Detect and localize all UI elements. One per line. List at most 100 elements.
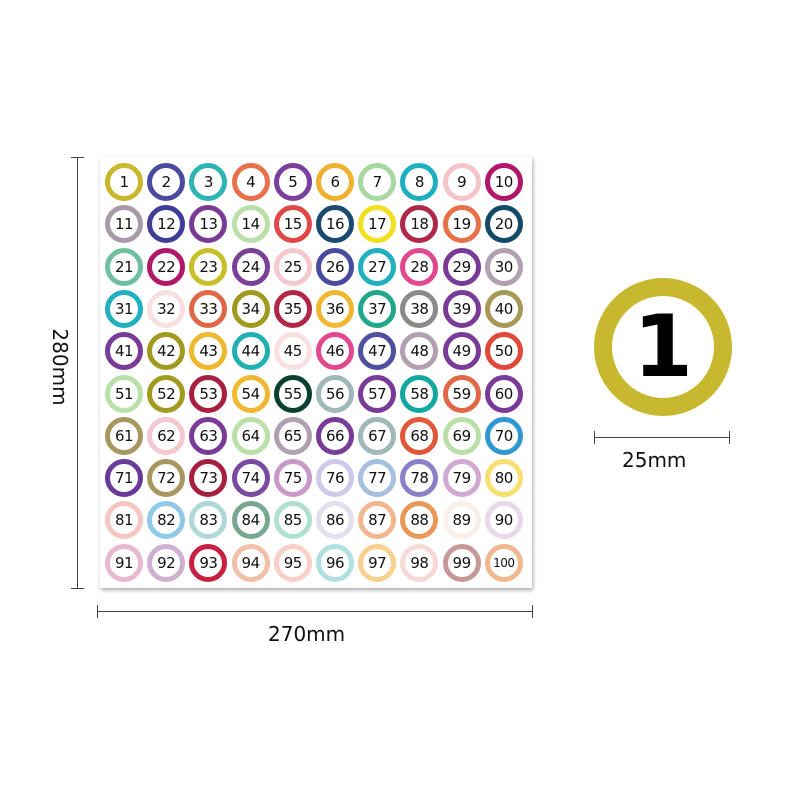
sticker: 94: [231, 543, 270, 582]
height-label: 280mm: [48, 328, 72, 406]
sticker: 84: [231, 501, 270, 540]
sticker: 85: [273, 501, 312, 540]
sticker: 22: [147, 247, 186, 286]
sticker: 3: [189, 163, 228, 201]
sticker: 12: [147, 205, 186, 244]
sticker: 67: [358, 416, 397, 455]
sticker-sheet: 1 2 3 4 5 6 7 8 9 10 11 12 13 14 15 16 17 18 19 20 21 22 23 24 2…: [100, 157, 532, 588]
diameter-dimension-line: [594, 437, 729, 438]
width-dimension-line: [97, 611, 533, 612]
sticker: 7: [358, 163, 397, 201]
sticker: 37: [358, 289, 397, 328]
sticker: 25: [273, 247, 312, 286]
diameter-label: 25mm: [622, 448, 687, 472]
sticker: 15: [273, 205, 312, 244]
sticker: 14: [231, 205, 270, 244]
sticker: 42: [147, 332, 186, 371]
sticker: 49: [442, 332, 481, 371]
sticker: 4: [231, 163, 270, 201]
sticker: 23: [189, 247, 228, 286]
sticker: 70: [484, 416, 523, 455]
sticker: 52: [147, 374, 186, 413]
sticker: 68: [400, 416, 439, 455]
sticker: 92: [147, 543, 186, 582]
diameter-tick-left: [594, 431, 595, 444]
sticker: 58: [400, 374, 439, 413]
sticker: 34: [231, 289, 270, 328]
sticker: 27: [358, 247, 397, 286]
sticker: 29: [442, 247, 481, 286]
sticker: 61: [105, 416, 143, 455]
sticker: 89: [442, 501, 481, 540]
sticker: 73: [189, 459, 228, 498]
sticker: 98: [400, 543, 439, 582]
width-dimension-tick-right: [532, 605, 533, 618]
sticker: 75: [273, 459, 312, 498]
sticker: 60: [484, 374, 523, 413]
sticker: 62: [147, 416, 186, 455]
sticker: 47: [358, 332, 397, 371]
sticker: 44: [231, 332, 270, 371]
sticker: 66: [316, 416, 354, 455]
sticker: 86: [316, 501, 354, 540]
sticker: 56: [316, 374, 354, 413]
width-label: 270mm: [268, 622, 346, 646]
sticker: 28: [400, 247, 439, 286]
sticker: 33: [189, 289, 228, 328]
sticker: 30: [484, 247, 523, 286]
sticker: 57: [358, 374, 397, 413]
sticker: 1: [105, 163, 143, 201]
sticker-detail: 1: [594, 278, 732, 416]
sticker: 81: [105, 501, 143, 540]
sticker: 19: [442, 205, 481, 244]
sticker: 65: [273, 416, 312, 455]
sticker: 53: [189, 374, 228, 413]
sticker: 10: [484, 163, 523, 201]
sticker: 82: [147, 501, 186, 540]
sticker: 5: [273, 163, 312, 201]
sticker: 99: [442, 543, 481, 582]
sticker: 88: [400, 501, 439, 540]
sticker: 50: [484, 332, 523, 371]
sticker: 74: [231, 459, 270, 498]
sticker: 20: [484, 205, 523, 244]
sticker: 95: [273, 543, 312, 582]
sticker: 38: [400, 289, 439, 328]
sticker: 48: [400, 332, 439, 371]
sticker: 76: [316, 459, 354, 498]
sticker: 55: [273, 374, 312, 413]
sticker: 36: [316, 289, 354, 328]
sticker: 16: [316, 205, 354, 244]
sticker: 69: [442, 416, 481, 455]
sticker: 78: [400, 459, 439, 498]
sticker: 90: [484, 501, 523, 540]
sticker: 6: [316, 163, 354, 201]
sticker: 96: [316, 543, 354, 582]
sticker: 91: [105, 543, 143, 582]
sticker: 8: [400, 163, 439, 201]
sticker: 93: [189, 543, 228, 582]
sticker: 41: [105, 332, 143, 371]
sticker: 51: [105, 374, 143, 413]
sticker: 64: [231, 416, 270, 455]
sticker: 18: [400, 205, 439, 244]
sticker: 21: [105, 247, 143, 286]
sticker: 13: [189, 205, 228, 244]
sticker: 45: [273, 332, 312, 371]
sticker: 46: [316, 332, 354, 371]
sticker: 32: [147, 289, 186, 328]
sticker: 63: [189, 416, 228, 455]
height-dimension-tick-top: [71, 157, 84, 158]
sticker: 83: [189, 501, 228, 540]
height-dimension-line: [77, 157, 78, 588]
sticker: 54: [231, 374, 270, 413]
width-dimension-tick-left: [97, 605, 98, 618]
sticker: 43: [189, 332, 228, 371]
sticker: 59: [442, 374, 481, 413]
sticker: 87: [358, 501, 397, 540]
sticker: 31: [105, 289, 143, 328]
sticker: 2: [147, 163, 186, 201]
sticker: 11: [105, 205, 143, 244]
sticker: 35: [273, 289, 312, 328]
sticker: 26: [316, 247, 354, 286]
